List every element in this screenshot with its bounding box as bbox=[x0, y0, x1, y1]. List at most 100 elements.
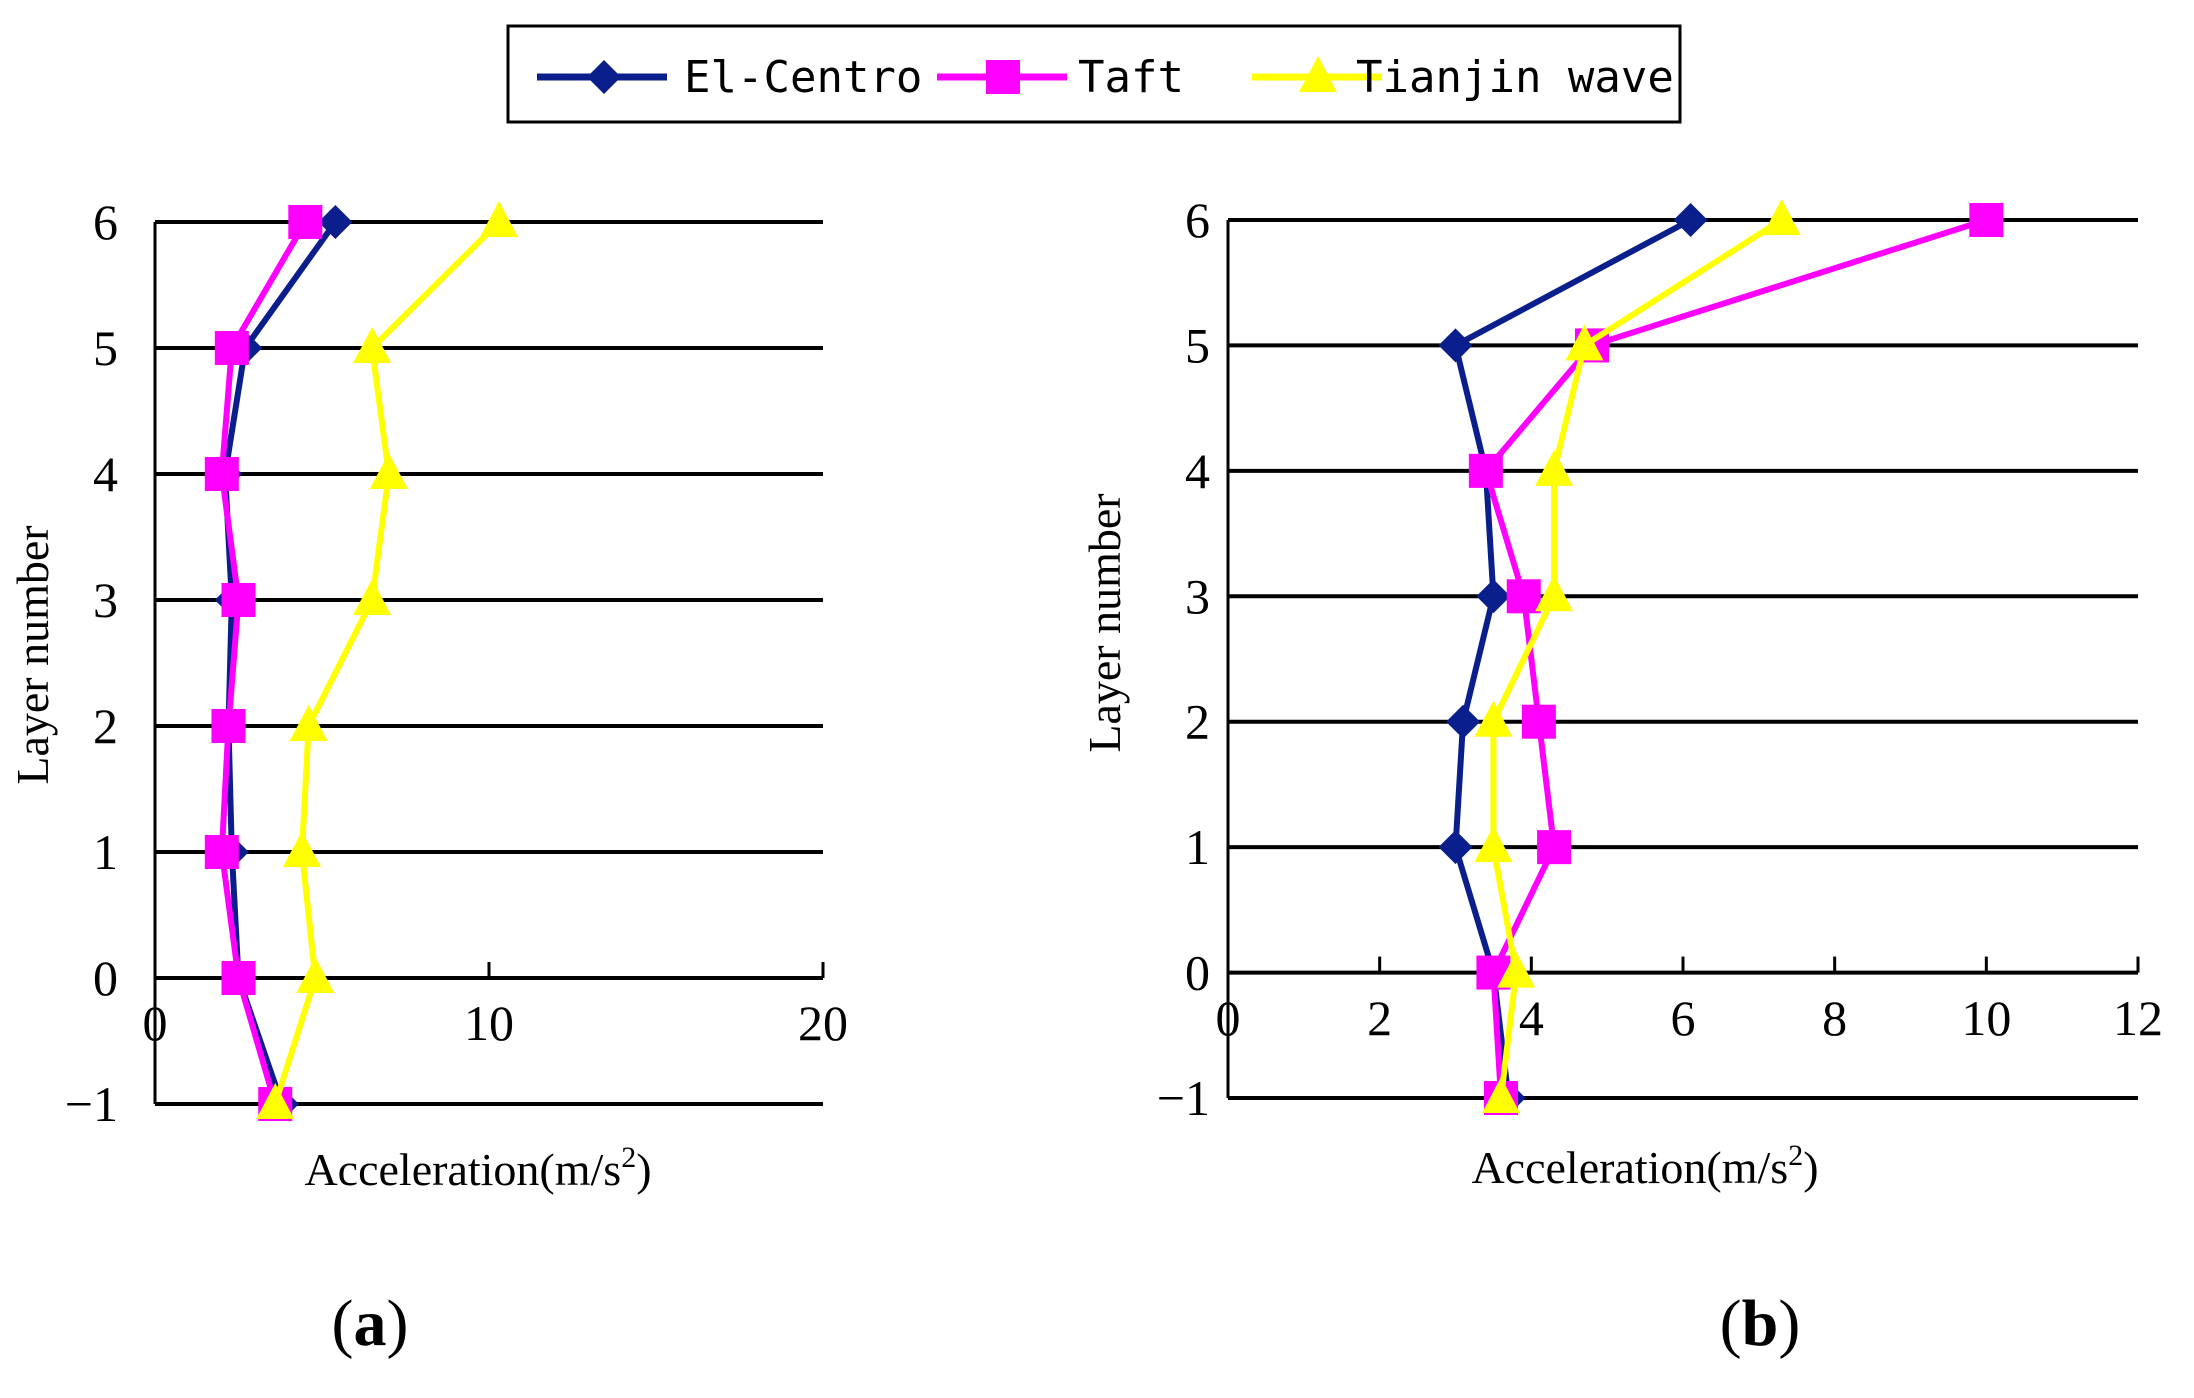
panel-label-open: ( bbox=[332, 1287, 354, 1360]
series-line-taft bbox=[1482, 217, 1988, 1099]
x-axis-title: Acceleration(m/s2) bbox=[1471, 1139, 1818, 1193]
x-axis-title-end: ) bbox=[636, 1144, 651, 1195]
data-point-tianjin-wave-layer-4 bbox=[1535, 449, 1574, 486]
data-point-taft-layer-4 bbox=[204, 457, 239, 491]
series-taft bbox=[1468, 203, 2004, 1115]
legend-label: Tianjin wave bbox=[1356, 52, 1674, 103]
data-point-tianjin-wave-layer-4 bbox=[369, 453, 408, 489]
panel-label-letter: b bbox=[1742, 1287, 1779, 1360]
series-tianjin-wave bbox=[256, 201, 519, 1119]
data-point-tianjin-wave-layer-3 bbox=[1535, 575, 1574, 612]
data-point-el-centro-layer-1 bbox=[1438, 830, 1473, 865]
y-tick-label: 1 bbox=[1185, 819, 1210, 875]
legend-item-tianjin-wave: Tianjin wave bbox=[1252, 52, 1674, 103]
data-point-taft-layer-2 bbox=[1521, 704, 1556, 739]
legend-label: Taft bbox=[1078, 52, 1184, 103]
y-tick-label: 4 bbox=[1185, 443, 1210, 499]
y-tick-label: 6 bbox=[1185, 192, 1210, 248]
data-point-tianjin-wave-layer-5 bbox=[353, 327, 392, 363]
data-point-taft-layer-0 bbox=[221, 961, 256, 995]
y-tick-label: 3 bbox=[1185, 568, 1210, 624]
y-tick-label: −1 bbox=[1157, 1070, 1210, 1126]
x-axis-title: Acceleration(m/s2) bbox=[304, 1141, 651, 1195]
panel-label: (b) bbox=[1720, 1287, 1801, 1360]
x-axis-title-superscript: 2 bbox=[621, 1141, 636, 1174]
x-tick-label: 10 bbox=[464, 995, 514, 1051]
legend-item-taft: Taft bbox=[937, 52, 1184, 103]
data-point-taft-layer-4 bbox=[1468, 453, 1503, 488]
data-point-tianjin-wave-layer-2 bbox=[1474, 700, 1513, 737]
y-tick-label: −1 bbox=[65, 1076, 118, 1132]
x-tick-label: 2 bbox=[1367, 990, 1392, 1046]
data-point-tianjin-wave-layer-6 bbox=[1762, 199, 1801, 235]
data-point-taft-layer-6 bbox=[1969, 203, 2004, 237]
series-tianjin-wave bbox=[1474, 199, 1801, 1113]
data-point-tianjin-wave-layer--1 bbox=[256, 1083, 295, 1119]
data-point-el-centro-layer-5 bbox=[1438, 328, 1473, 363]
data-point-el-centro-layer-3 bbox=[1476, 579, 1511, 614]
data-point-tianjin-wave-layer-2 bbox=[289, 705, 328, 741]
x-tick-label: 6 bbox=[1671, 990, 1696, 1046]
data-point-taft-layer-5 bbox=[214, 331, 249, 365]
panel-label-close: ) bbox=[387, 1287, 409, 1360]
data-point-tianjin-wave-layer-6 bbox=[480, 201, 519, 237]
data-point-tianjin-wave-layer-5 bbox=[1565, 324, 1604, 361]
x-tick-label: 8 bbox=[1822, 990, 1847, 1046]
x-axis-title-main: Acceleration(m/s bbox=[1471, 1142, 1788, 1193]
x-tick-label: 0 bbox=[1216, 990, 1241, 1046]
y-tick-label: 3 bbox=[93, 572, 118, 628]
y-tick-label: 0 bbox=[1185, 945, 1210, 1001]
series-line-taft bbox=[218, 220, 308, 1105]
data-point-el-centro-layer-2 bbox=[1446, 704, 1481, 739]
panel-label-close: ) bbox=[1778, 1287, 1800, 1360]
x-axis-title-main: Acceleration(m/s bbox=[304, 1144, 621, 1195]
x-tick-label: 20 bbox=[798, 995, 848, 1051]
series-taft bbox=[204, 205, 323, 1121]
x-tick-label: 12 bbox=[2113, 990, 2163, 1046]
data-point-taft-layer-1 bbox=[204, 835, 239, 869]
data-point-taft-layer-3 bbox=[221, 583, 256, 617]
y-tick-label: 2 bbox=[1185, 694, 1210, 750]
y-tick-label: 2 bbox=[93, 698, 118, 754]
data-point-tianjin-wave-layer-1 bbox=[1474, 826, 1513, 863]
series-line-tianjin-wave bbox=[272, 219, 502, 1105]
data-point-tianjin-wave-layer-0 bbox=[1497, 951, 1536, 988]
y-tick-label: 1 bbox=[93, 824, 118, 880]
data-point-taft-layer-6 bbox=[288, 205, 323, 239]
x-axis-title-superscript: 2 bbox=[1788, 1139, 1803, 1172]
x-tick-label: 4 bbox=[1519, 990, 1544, 1046]
x-tick-label: 0 bbox=[143, 995, 168, 1051]
x-tick-label: 10 bbox=[1961, 990, 2011, 1046]
legend-marker-diamond bbox=[587, 60, 621, 94]
y-tick-label: 5 bbox=[1185, 317, 1210, 373]
data-point-tianjin-wave-layer-3 bbox=[353, 579, 392, 615]
y-tick-label: 6 bbox=[93, 194, 118, 250]
legend-marker-triangle bbox=[1299, 56, 1337, 92]
data-point-tianjin-wave-layer-0 bbox=[296, 957, 335, 993]
data-point-taft-layer-1 bbox=[1537, 830, 1572, 865]
y-tick-label: 0 bbox=[93, 950, 118, 1006]
panel-label: (a) bbox=[332, 1287, 409, 1360]
y-axis-title: Layer number bbox=[7, 525, 58, 784]
legend-item-el-centro: El-Centro bbox=[537, 52, 922, 103]
legend: El-Centro Taft Tianjin wave bbox=[506, 24, 1682, 124]
x-axis-title-end: ) bbox=[1803, 1142, 1818, 1193]
series-line-tianjin-wave bbox=[1490, 217, 1784, 1099]
data-point-taft-layer-2 bbox=[211, 709, 246, 743]
chart-panel-a: 0 10 20 −1 0 1 2 3 4 5 6 Layer number Acceleration(m… bbox=[7, 194, 848, 1360]
legend-marker-square bbox=[986, 60, 1020, 94]
panel-label-letter: a bbox=[354, 1287, 387, 1360]
data-point-el-centro-layer-6 bbox=[318, 205, 353, 239]
data-point-taft-layer-3 bbox=[1506, 579, 1541, 614]
panel-label-open: ( bbox=[1720, 1287, 1742, 1360]
data-point-tianjin-wave-layer-1 bbox=[282, 831, 321, 867]
legend-box bbox=[506, 24, 1682, 124]
y-tick-label: 4 bbox=[93, 446, 118, 502]
legend-label: El-Centro bbox=[684, 52, 922, 103]
data-point-tianjin-wave-layer--1 bbox=[1482, 1077, 1520, 1113]
data-point-el-centro-layer-6 bbox=[1673, 203, 1708, 237]
series-line-el-centro bbox=[1452, 217, 1692, 1099]
y-tick-label: 5 bbox=[93, 320, 118, 376]
